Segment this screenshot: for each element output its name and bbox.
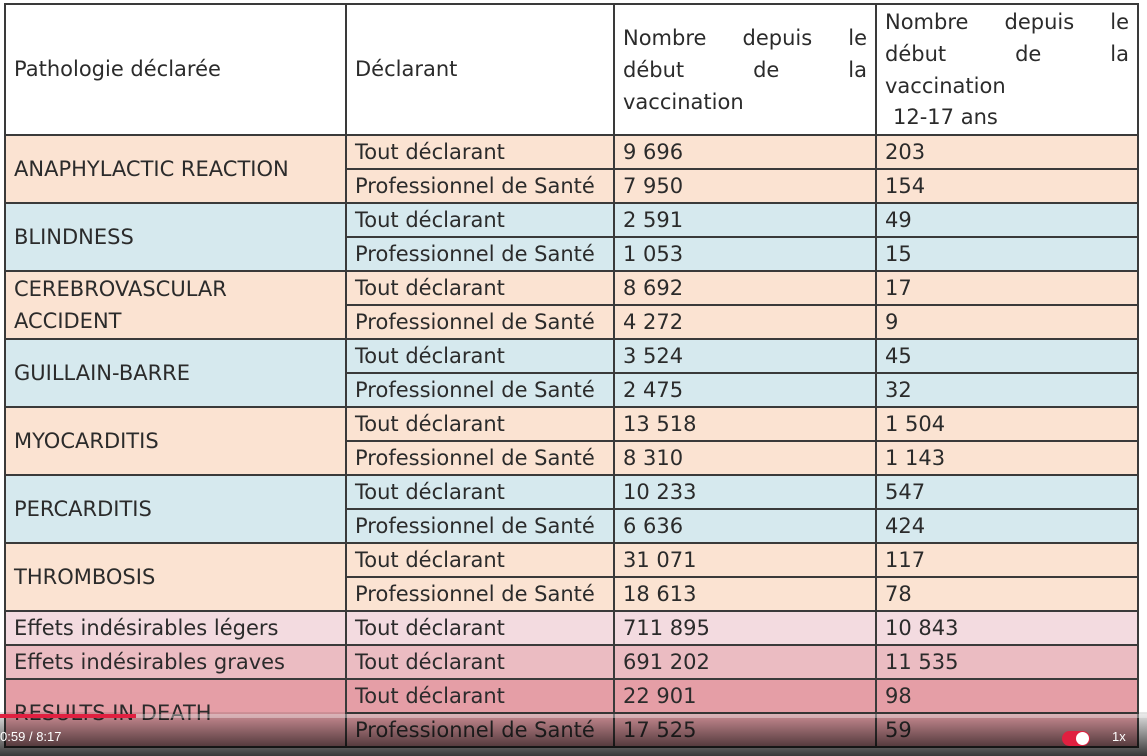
declarant-cell: Tout déclarant (345, 678, 615, 714)
count-teens-cell: 424 (875, 508, 1139, 544)
count-total-cell: 6 636 (613, 508, 877, 544)
declarant-cell: Tout déclarant (345, 406, 615, 442)
declarant-cell: Professionnel de Santé (345, 440, 615, 476)
table-row: ANAPHYLACTIC REACTION Tout déclarant 9 696… (4, 134, 1139, 204)
declarant-cell: Professionnel de Santé (345, 576, 615, 612)
count-total-cell: 22 901 (613, 678, 877, 714)
table-header-row: Pathologie déclarée Déclarant Nombre dep… (4, 3, 1139, 136)
table-row: BLINDNESS Tout déclarant 2 591 49 (4, 202, 1139, 272)
table-row: CEREBROVASCULAR ACCIDENT Tout déclarant 8 … (4, 270, 1139, 340)
declarant-cell: Tout déclarant (345, 270, 615, 306)
count-teens-cell: 1 143 (875, 440, 1139, 476)
time-display: 0:59 / 8:17 (0, 729, 62, 744)
header-count-total: Nombre depuis le début de la vaccination (613, 3, 877, 136)
declarant-cell: Professionnel de Santé (345, 236, 615, 272)
count-teens-cell: 154 (875, 168, 1139, 204)
pathology-cell: ANAPHYLACTIC REACTION (4, 134, 347, 204)
adverse-events-table: Pathologie déclarée Déclarant Nombre dep… (4, 3, 1139, 748)
count-teens-cell: 203 (875, 134, 1139, 170)
declarant-cell: Professionnel de Santé (345, 168, 615, 204)
header-count-total-text: Nombre depuis le début de la vaccination (623, 25, 867, 114)
count-teens-cell: 78 (875, 576, 1139, 612)
declarant-cell: Professionnel de Santé (345, 304, 615, 340)
count-total-cell: 1 053 (613, 236, 877, 272)
declarant-cell: Professionnel de Santé (345, 372, 615, 408)
table-row: Effets indésirables légers Tout déclarant… (4, 610, 1139, 646)
count-total-cell: 7 950 (613, 168, 877, 204)
count-teens-cell: 547 (875, 474, 1139, 510)
pathology-cell: THROMBOSIS (4, 542, 347, 612)
count-teens-cell: 45 (875, 338, 1139, 374)
playback-speed-button[interactable]: 1x (1112, 729, 1126, 744)
autoplay-toggle[interactable] (1062, 731, 1090, 746)
pathology-cell: CEREBROVASCULAR ACCIDENT (4, 270, 347, 340)
table-row: Professionnel de Santé 7 950 154 (5, 168, 1139, 204)
count-total-cell: 3 524 (613, 338, 877, 374)
current-time: 0:59 (0, 729, 26, 744)
count-teens-cell: 11 535 (875, 644, 1139, 680)
count-teens-cell: 9 (875, 304, 1139, 340)
progress-bar[interactable] (0, 714, 1147, 718)
pathology-cell: MYOCARDITIS (4, 406, 347, 476)
table-row: MYOCARDITIS Tout déclarant 13 518 1 504 (4, 406, 1139, 476)
pathology-cell: BLINDNESS (4, 202, 347, 272)
table-row: Professionnel de Santé 1 053 15 (5, 236, 1139, 272)
count-total-cell: 9 696 (613, 134, 877, 170)
header-count-teens-text: Nombre depuis le début de la vaccination (885, 10, 1129, 98)
table-row: Professionnel de Santé 6 636 424 (5, 508, 1139, 544)
header-count-teens: Nombre depuis le début de la vaccination… (875, 3, 1139, 136)
table-row: Professionnel de Santé 8 310 1 143 (5, 440, 1139, 476)
count-teens-cell: 15 (875, 236, 1139, 272)
header-pathology: Pathologie déclarée (4, 3, 347, 136)
header-age-range: 12-17 ans (893, 105, 998, 129)
pathology-cell: GUILLAIN-BARRE (4, 338, 347, 408)
header-declarant: Déclarant (345, 3, 615, 136)
count-total-cell: 10 233 (613, 474, 877, 510)
table-row: THROMBOSIS Tout déclarant 31 071 117 (4, 542, 1139, 612)
duration: 8:17 (36, 729, 62, 744)
declarant-cell: Tout déclarant (345, 644, 615, 680)
count-total-cell: 2 591 (613, 202, 877, 238)
progress-bar-fill (0, 714, 137, 718)
table-row: GUILLAIN-BARRE Tout déclarant 3 524 45 (4, 338, 1139, 408)
declarant-cell: Tout déclarant (345, 338, 615, 374)
count-total-cell: 13 518 (613, 406, 877, 442)
count-total-cell: 31 071 (613, 542, 877, 578)
count-teens-cell: 117 (875, 542, 1139, 578)
count-total-cell: 4 272 (613, 304, 877, 340)
declarant-cell: Tout déclarant (345, 542, 615, 578)
count-total-cell: 691 202 (613, 644, 877, 680)
toggle-knob (1076, 732, 1089, 745)
count-teens-cell: 98 (875, 678, 1139, 714)
count-teens-cell: 49 (875, 202, 1139, 238)
pathology-cell: PERCARDITIS (4, 474, 347, 544)
count-total-cell: 711 895 (613, 610, 877, 646)
table-row: Professionnel de Santé 18 613 78 (5, 576, 1139, 612)
count-total-cell: 2 475 (613, 372, 877, 408)
declarant-cell: Tout déclarant (345, 134, 615, 170)
table-row: Professionnel de Santé 2 475 32 (5, 372, 1139, 408)
count-teens-cell: 32 (875, 372, 1139, 408)
declarant-cell: Professionnel de Santé (345, 508, 615, 544)
declarant-cell: Tout déclarant (345, 474, 615, 510)
table-row: Effets indésirables graves Tout déclarant… (4, 644, 1139, 680)
time-separator: / (28, 729, 33, 744)
declarant-cell: Tout déclarant (345, 202, 615, 238)
count-total-cell: 8 310 (613, 440, 877, 476)
table-row: PERCARDITIS Tout déclarant 10 233 547 (4, 474, 1139, 544)
pathology-cell: Effets indésirables graves (4, 644, 347, 680)
pathology-cell: Effets indésirables légers (4, 610, 347, 646)
count-teens-cell: 10 843 (875, 610, 1139, 646)
table-row: Professionnel de Santé 4 272 9 (5, 304, 1139, 340)
count-total-cell: 18 613 (613, 576, 877, 612)
count-total-cell: 8 692 (613, 270, 877, 306)
video-player-controls (0, 712, 1147, 756)
count-teens-cell: 17 (875, 270, 1139, 306)
count-teens-cell: 1 504 (875, 406, 1139, 442)
declarant-cell: Tout déclarant (345, 610, 615, 646)
